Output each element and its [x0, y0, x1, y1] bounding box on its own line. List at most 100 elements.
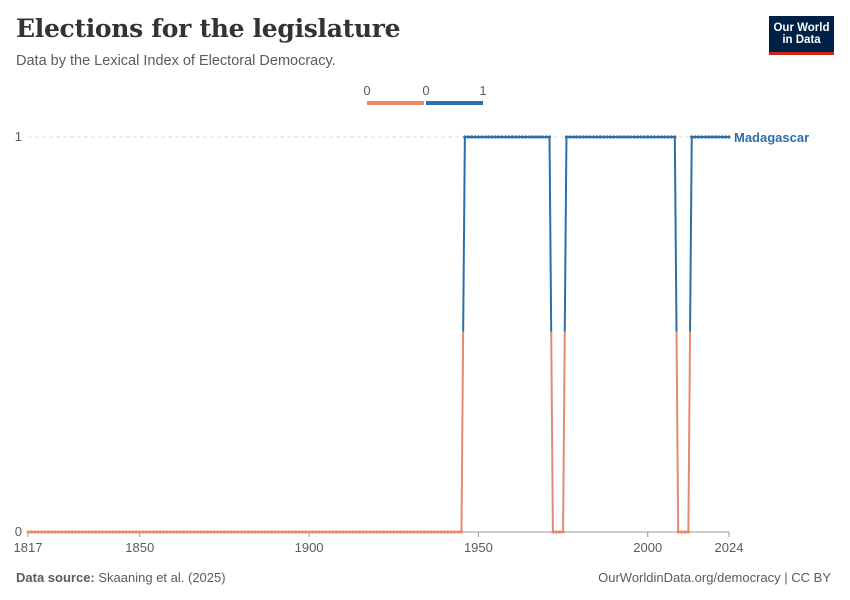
data-point [43, 530, 47, 534]
data-point [659, 135, 663, 139]
data-point [402, 530, 406, 534]
data-point [280, 530, 284, 534]
data-point [585, 135, 589, 139]
data-point [385, 530, 389, 534]
data-point [229, 530, 233, 534]
data-point [90, 530, 94, 534]
data-point [375, 530, 379, 534]
series-label-madagascar: Madagascar [734, 130, 809, 145]
data-point [216, 530, 220, 534]
data-point [232, 530, 237, 534]
data-point [507, 135, 511, 139]
data-point [155, 530, 159, 534]
data-point [378, 530, 382, 534]
data-point [192, 530, 196, 534]
data-point [700, 135, 704, 139]
legend-label: 0 [422, 83, 429, 98]
data-point [56, 530, 61, 534]
data-point [429, 530, 433, 534]
data-point [717, 135, 721, 139]
series-transition [675, 331, 680, 533]
data-point [334, 530, 338, 534]
series-transition [563, 136, 568, 332]
x-tick-label: 1850 [125, 540, 154, 555]
footer-url[interactable]: OurWorldinData.org/democracy | CC BY [598, 570, 831, 585]
data-point [727, 135, 731, 139]
data-point [524, 135, 528, 139]
data-point [158, 530, 162, 534]
data-point [287, 530, 291, 534]
data-point [409, 530, 413, 534]
data-point [188, 530, 193, 534]
legend-swatch-low [367, 101, 424, 105]
data-point [456, 530, 460, 534]
data-point [226, 530, 230, 534]
data-point [107, 530, 111, 534]
data-point [398, 530, 403, 534]
data-point [161, 530, 166, 534]
data-point [544, 135, 548, 139]
data-point [331, 530, 335, 534]
data-point [70, 530, 74, 534]
data-point [100, 530, 105, 534]
data-point [321, 530, 325, 534]
data-point [263, 530, 267, 534]
data-point [619, 135, 623, 139]
data-point [497, 135, 501, 139]
data-point [317, 530, 321, 534]
series-transition [460, 331, 465, 533]
data-point [293, 530, 298, 534]
data-point [639, 135, 643, 139]
data-point [168, 530, 172, 534]
data-point [310, 530, 315, 534]
data-point [480, 135, 484, 139]
data-source-text[interactable]: Skaaning et al. (2025) [98, 570, 226, 585]
data-point [527, 135, 531, 139]
data-point [537, 135, 541, 139]
data-point [202, 530, 206, 534]
data-point [97, 530, 101, 534]
data-point [246, 530, 250, 534]
data-point [663, 135, 667, 139]
data-point [632, 135, 636, 139]
data-point [348, 530, 352, 534]
data-point [256, 530, 260, 534]
data-point [595, 135, 599, 139]
data-point [127, 530, 132, 534]
data-point [453, 530, 457, 534]
data-point [602, 135, 606, 139]
data-point [476, 135, 481, 139]
data-point [554, 530, 558, 534]
data-point [77, 530, 81, 534]
data-point [358, 530, 362, 534]
data-point [442, 530, 447, 534]
data-point [724, 135, 728, 139]
owid-logo[interactable]: Our World in Data [769, 16, 834, 55]
data-point [33, 530, 37, 534]
data-point [324, 530, 328, 534]
data-point [297, 530, 301, 534]
data-point [50, 530, 54, 534]
data-point [83, 530, 88, 534]
data-point [199, 530, 203, 534]
data-point [693, 135, 697, 139]
data-point [222, 530, 227, 534]
data-point [104, 530, 108, 534]
data-point [615, 135, 619, 139]
logo-line-2: in Data [782, 34, 821, 46]
data-point [151, 530, 155, 534]
data-point [575, 135, 579, 139]
data-point [493, 135, 497, 139]
data-point [273, 530, 277, 534]
series-transition [673, 136, 678, 332]
data-point [612, 135, 616, 139]
data-point [314, 530, 318, 534]
data-point [368, 530, 372, 534]
data-point [365, 530, 369, 534]
series-transition [550, 331, 554, 533]
data-point [260, 530, 264, 534]
data-point [209, 530, 213, 534]
data-point [381, 530, 386, 534]
data-point [67, 530, 71, 534]
data-point [558, 530, 562, 534]
